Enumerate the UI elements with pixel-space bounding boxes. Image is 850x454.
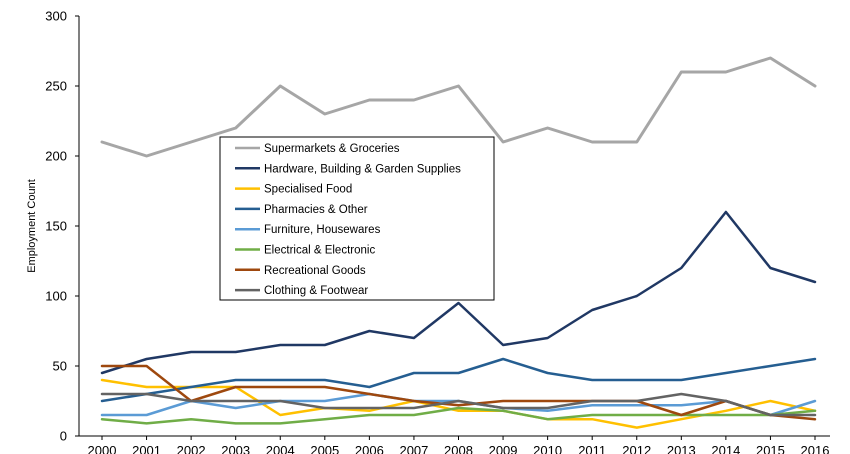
y-axis-label: Employment Count [26, 179, 38, 273]
series-line-3 [100, 378, 817, 429]
x-tick-label: 2007 [399, 443, 428, 454]
x-tick-label: 2013 [667, 443, 696, 454]
x-tick-label: 2003 [221, 443, 250, 454]
x-tick-label: 2012 [622, 443, 651, 454]
y-tick-label: 100 [45, 289, 67, 304]
series-line-4 [100, 357, 817, 403]
series-line-8 [100, 392, 817, 417]
x-tick-label: 2004 [266, 443, 295, 454]
x-tick-label: 2008 [444, 443, 473, 454]
y-tick-label: 300 [45, 9, 67, 24]
axes: 0 50 100 150 200 250 300 2000 2001 2002 2003 2004 20… [26, 9, 830, 454]
x-tick-label: 2015 [756, 443, 785, 454]
x-tick-label: 2005 [310, 443, 339, 454]
x-tick-label: 2006 [355, 443, 384, 454]
series-line-6 [100, 406, 817, 425]
x-tick-label: 2000 [88, 443, 117, 454]
legend-label: Electrical & Electronic [264, 245, 375, 257]
series-line-7 [100, 364, 817, 421]
legend-label: Recreational Goods [264, 265, 366, 277]
legend-label: Furniture, Housewares [264, 224, 381, 236]
x-tick-label: 2014 [711, 443, 740, 454]
y-tick-label: 50 [53, 359, 67, 374]
x-tick-label: 2001 [132, 443, 161, 454]
legend-label: Supermarkets & Groceries [264, 143, 400, 155]
legend-label: Clothing & Footwear [264, 285, 368, 297]
series-line-1 [100, 56, 817, 158]
legend-label: Pharmacies & Other [264, 204, 368, 216]
legend: Supermarkets & Groceries Hardware, Buildi… [219, 136, 495, 301]
y-tick-label: 150 [45, 219, 67, 234]
y-tick-label: 200 [45, 149, 67, 164]
x-tick-label: 2009 [489, 443, 518, 454]
series-line-2 [100, 210, 817, 375]
legend-label: Specialised Food [264, 184, 352, 196]
legend-label: Hardware, Building & Garden Supplies [264, 163, 461, 175]
y-tick-label: 250 [45, 79, 67, 94]
x-tick-label: 2011 [578, 443, 606, 454]
legend-box [219, 136, 495, 301]
x-tick-label: 2010 [533, 443, 562, 454]
x-tick-label: 2002 [177, 443, 206, 454]
x-tick-label: 2016 [801, 443, 830, 454]
y-tick-label: 0 [60, 429, 67, 444]
series-layer [100, 56, 817, 429]
